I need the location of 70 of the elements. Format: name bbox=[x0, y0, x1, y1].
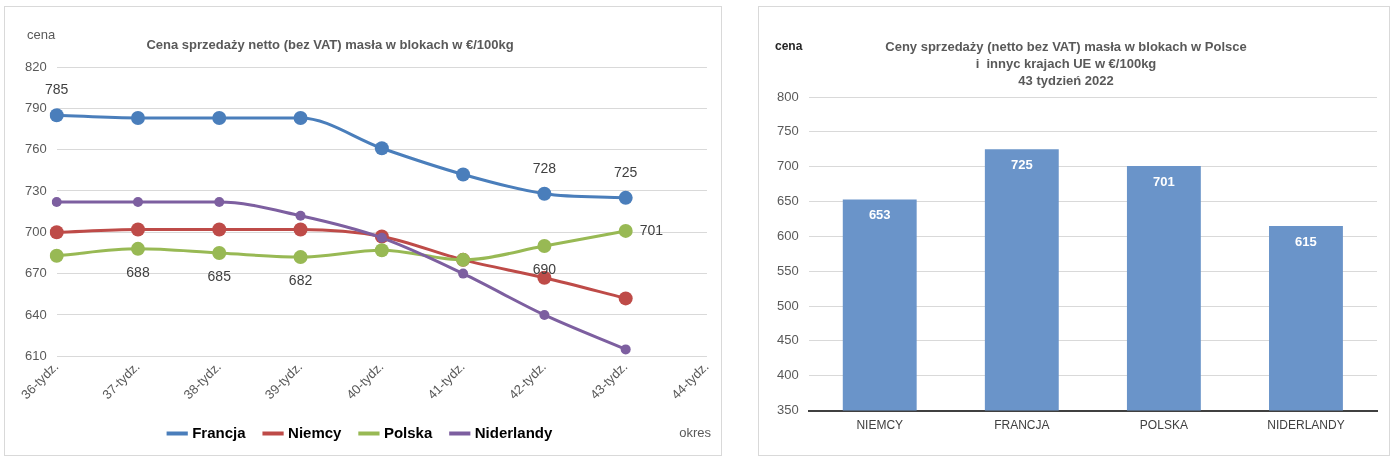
point bbox=[130, 222, 145, 237]
point bbox=[214, 196, 225, 207]
x-tick-label: POLSKA bbox=[1139, 418, 1188, 433]
y-tick-label: 500 bbox=[776, 297, 799, 313]
y-tick-label: 450 bbox=[776, 332, 799, 348]
y-tick-label: 790 bbox=[24, 99, 47, 115]
y-tick-label: 350 bbox=[776, 402, 799, 418]
data-label: 653 bbox=[868, 207, 891, 223]
point bbox=[458, 268, 469, 279]
legend-label: Francja bbox=[192, 423, 247, 441]
y-tick-label: 650 bbox=[776, 193, 799, 209]
y-tick-label: 610 bbox=[24, 347, 47, 363]
point bbox=[130, 110, 145, 125]
y-tick-label: 670 bbox=[24, 265, 47, 281]
y-axis-title: cena bbox=[775, 39, 803, 54]
y-tick-label: 640 bbox=[24, 306, 47, 322]
data-label: 690 bbox=[532, 260, 557, 277]
data-label: 685 bbox=[207, 267, 232, 284]
legend-label: Polska bbox=[383, 423, 433, 441]
legend-label: Niemcy bbox=[288, 423, 343, 441]
chart-title: Ceny sprzedaży (netto bez VAT) masła w blokach w Polsce i innyc krajach UE w €/100kg 43 tydzień 2022 bbox=[885, 38, 1247, 88]
data-label: 728 bbox=[532, 159, 557, 176]
y-tick-label: 600 bbox=[776, 227, 799, 243]
point bbox=[49, 225, 64, 240]
point bbox=[620, 344, 631, 355]
x-tick-label: FRANCJA bbox=[994, 418, 1050, 433]
point bbox=[456, 167, 471, 182]
y-tick-label: 400 bbox=[776, 367, 799, 383]
point bbox=[49, 248, 64, 263]
point bbox=[293, 222, 308, 237]
y-tick-label: 730 bbox=[24, 182, 47, 198]
y-tick-label: 750 bbox=[776, 123, 799, 139]
y-tick-label: 700 bbox=[776, 158, 799, 174]
x-axis-title: okres bbox=[679, 424, 712, 440]
point bbox=[295, 210, 306, 221]
point bbox=[618, 291, 633, 306]
point bbox=[132, 196, 143, 207]
y-tick-label: 760 bbox=[24, 141, 47, 157]
data-label: 615 bbox=[1295, 233, 1317, 249]
point bbox=[293, 110, 308, 125]
point bbox=[374, 243, 389, 258]
x-tick-label: NIEMCY bbox=[856, 418, 904, 433]
point bbox=[293, 250, 308, 265]
point bbox=[618, 223, 633, 238]
y-axis-title: cena bbox=[27, 26, 56, 42]
y-tick-label: 820 bbox=[24, 58, 47, 74]
point bbox=[212, 222, 227, 237]
chart-title: Cena sprzedaży netto (bez VAT) masła w blokach w €/100kg bbox=[146, 36, 514, 52]
legend-label: Niderlandy bbox=[474, 423, 553, 441]
y-tick-label: 800 bbox=[776, 88, 799, 104]
data-label: 688 bbox=[126, 263, 150, 280]
point bbox=[618, 190, 633, 205]
point bbox=[537, 186, 552, 201]
data-label: 725 bbox=[1010, 156, 1033, 172]
point bbox=[374, 141, 389, 156]
data-label: 682 bbox=[288, 271, 313, 288]
x-tick-label: NIDERLANDY bbox=[1267, 418, 1345, 433]
data-label: 701 bbox=[639, 221, 664, 238]
point bbox=[212, 245, 227, 260]
data-label: 785 bbox=[45, 81, 69, 98]
y-tick-label: 700 bbox=[24, 223, 47, 239]
point bbox=[212, 110, 227, 125]
data-label: 725 bbox=[614, 163, 638, 180]
point bbox=[51, 196, 62, 207]
point bbox=[537, 239, 552, 254]
point bbox=[49, 108, 64, 123]
point bbox=[539, 309, 550, 320]
y-tick-label: 550 bbox=[776, 262, 799, 278]
data-label: 701 bbox=[1153, 173, 1175, 189]
point bbox=[130, 241, 145, 256]
